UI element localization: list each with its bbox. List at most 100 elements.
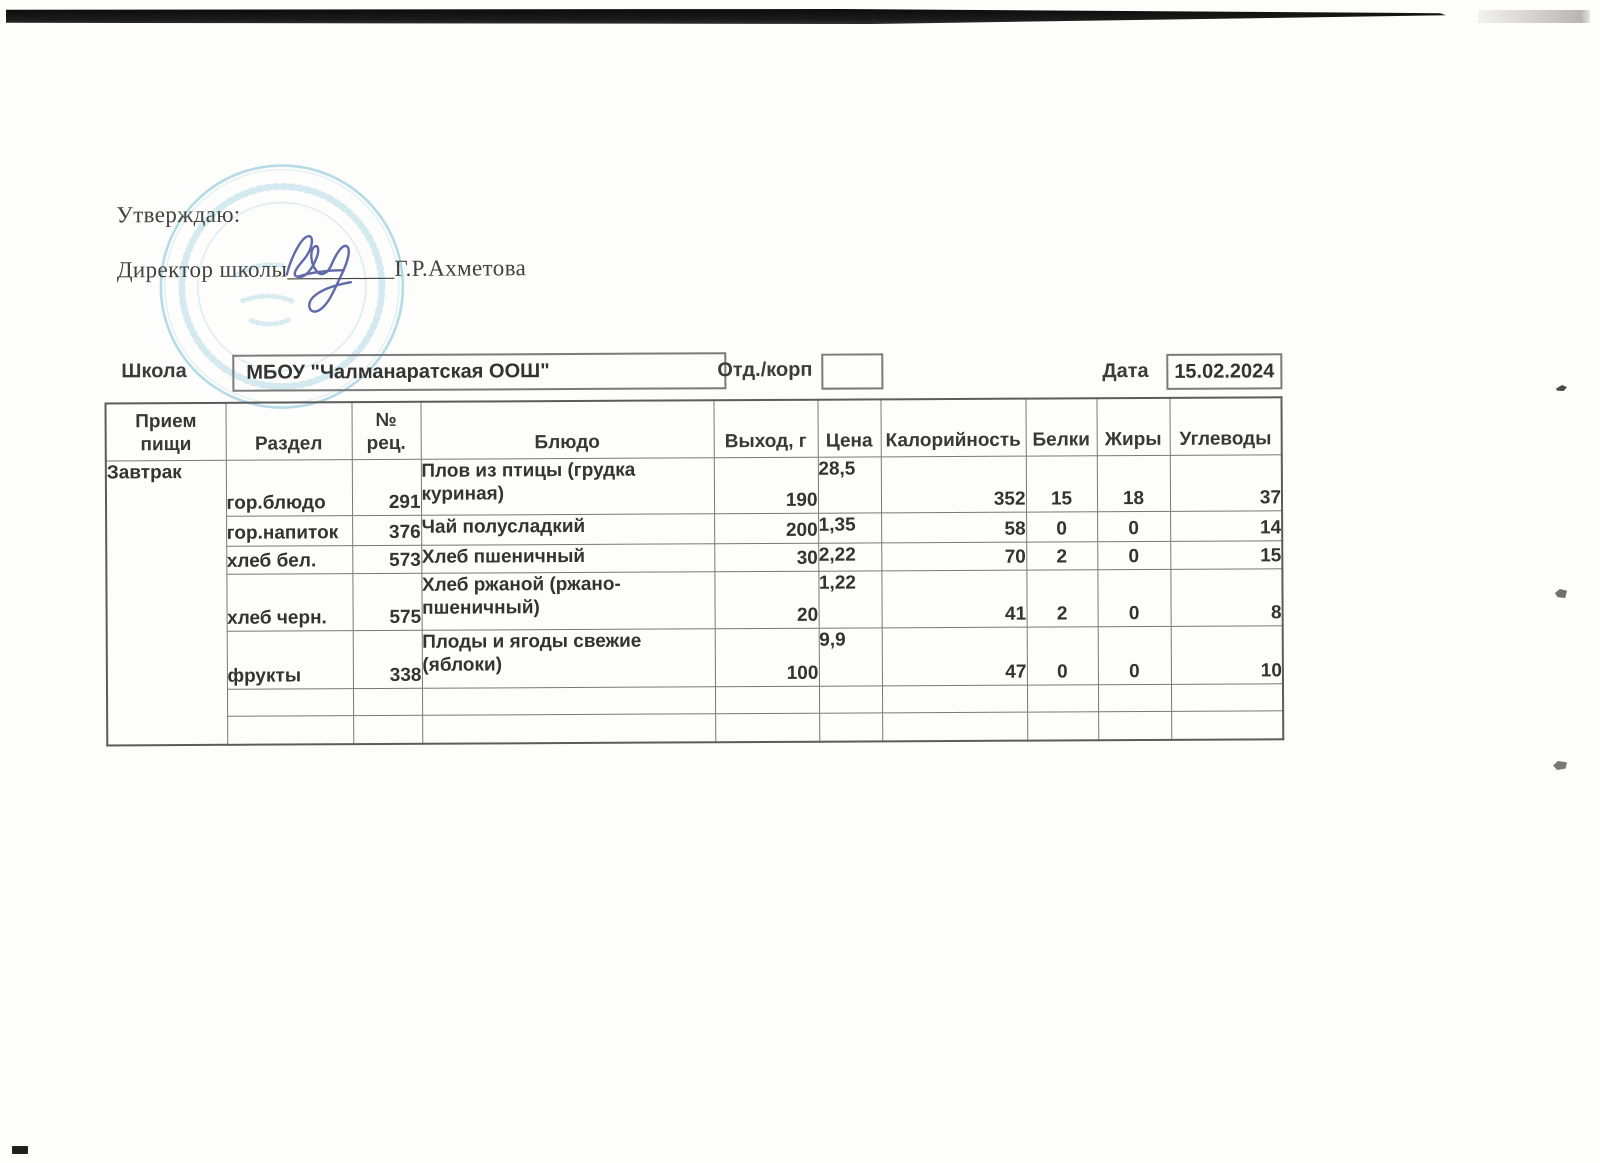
kcal-cell: 47 xyxy=(881,626,1027,686)
protein-cell: 2 xyxy=(1026,569,1098,627)
dish-cell xyxy=(422,713,716,744)
rec-cell: 291 xyxy=(351,458,422,516)
razdel-cell xyxy=(226,688,354,716)
header-protein: Белки xyxy=(1025,398,1097,456)
scan-speck xyxy=(1553,761,1567,770)
out-cell xyxy=(714,685,820,714)
dish-cell: Хлеб ржаной (ржано-пшеничный) xyxy=(421,571,715,630)
carbs-cell: 37 xyxy=(1169,454,1283,511)
out-cell: 30 xyxy=(714,542,819,572)
protein-cell: 0 xyxy=(1026,626,1098,685)
header-fat: Жиры xyxy=(1096,397,1170,456)
rec-cell: 338 xyxy=(352,629,422,689)
date-label: Дата xyxy=(1102,359,1149,383)
rec-cell: 573 xyxy=(352,544,422,574)
rec-cell xyxy=(352,687,423,716)
carbs-cell: 14 xyxy=(1170,510,1283,541)
header-meal: Прием пищи xyxy=(105,402,226,461)
kcal-cell: 352 xyxy=(880,455,1027,513)
dept-label: Отд./корп xyxy=(717,358,813,382)
protein-cell: 15 xyxy=(1025,455,1098,512)
header-price: Цена xyxy=(817,399,881,457)
scan-speck xyxy=(1556,385,1567,391)
fat-cell: 0 xyxy=(1097,625,1171,685)
dept-value-box xyxy=(821,353,884,390)
header-out: Выход, г xyxy=(713,399,818,458)
approve-heading: Утверждаю: xyxy=(116,201,241,228)
protein-cell xyxy=(1026,684,1099,712)
fat-cell: 0 xyxy=(1097,510,1171,542)
header-rec: № рец. xyxy=(351,401,421,460)
carbs-cell xyxy=(1170,683,1284,711)
kcal-cell: 70 xyxy=(881,541,1027,571)
rec-cell: 575 xyxy=(352,572,422,631)
table-row xyxy=(107,710,1284,745)
protein-cell: 2 xyxy=(1026,541,1098,570)
director-line: Директор школы_________Г.Р.Ахметова xyxy=(117,255,527,283)
dish-cell: Чай полусладкий xyxy=(421,513,715,545)
out-cell: 20 xyxy=(714,570,819,629)
date-value-box: 15.02.2024 xyxy=(1166,353,1283,390)
rec-cell: 376 xyxy=(352,514,422,546)
table-header-row: Прием пищи Раздел № рец. Блюдо Выход, г … xyxy=(105,397,1282,461)
meal-cell: Завтрак xyxy=(105,459,228,746)
razdel-cell xyxy=(227,715,354,745)
price-cell: 1,22 xyxy=(818,570,882,628)
razdel-cell: хлеб черн. xyxy=(226,573,353,631)
dish-cell: Плов из птицы (грудка куриная) xyxy=(420,457,715,515)
director-prefix: Директор школы xyxy=(116,256,288,283)
fat-cell: 18 xyxy=(1096,454,1171,512)
date-value: 15.02.2024 xyxy=(1174,359,1275,383)
director-name: Г.Р.Ахметова xyxy=(394,255,527,281)
price-cell: 28,5 xyxy=(817,456,882,513)
carbs-cell xyxy=(1171,710,1284,740)
out-cell: 100 xyxy=(714,627,819,687)
price-cell: 9,9 xyxy=(818,627,882,686)
menu-table: Прием пищи Раздел № рец. Блюдо Выход, г … xyxy=(104,396,1285,747)
carbs-cell: 15 xyxy=(1170,540,1283,569)
dish-cell: Хлеб пшеничный xyxy=(421,543,715,573)
price-cell xyxy=(819,712,883,742)
table-row: хлеб черн. 575 Хлеб ржаной (ржано-пшеничны… xyxy=(106,568,1283,631)
scan-speck xyxy=(1555,589,1567,598)
scanner-corner-mark xyxy=(12,1146,28,1154)
dish-cell: Плоды и ягоды свежие (яблоки) xyxy=(421,628,715,688)
table-row: Завтрак гор.блюдо 291 Плов из птицы (грудка… xyxy=(105,454,1283,746)
header-carbs: Углеводы xyxy=(1169,397,1282,455)
razdel-cell: хлеб бел. xyxy=(226,545,353,574)
out-cell: 200 xyxy=(714,512,819,544)
razdel-cell: гор.напиток xyxy=(226,515,353,546)
header-razdel: Раздел xyxy=(225,402,352,460)
scanner-edge-streak xyxy=(1478,10,1590,23)
kcal-cell: 58 xyxy=(881,511,1027,543)
header-dish: Блюдо xyxy=(420,400,714,459)
school-value-box: МБОУ "Чалманаратская ООШ" xyxy=(232,352,727,392)
carbs-cell: 8 xyxy=(1170,568,1283,626)
razdel-cell: гор.блюдо xyxy=(225,459,353,516)
signature-line: _________ xyxy=(287,255,395,282)
scanner-edge-band xyxy=(6,9,1446,24)
school-value: МБОУ "Чалманаратская ООШ" xyxy=(246,360,550,384)
kcal-cell xyxy=(882,711,1028,742)
razdel-cell: фрукты xyxy=(226,630,353,689)
menu-table-body: Завтрак гор.блюдо 291 Плов из птицы (грудка… xyxy=(105,454,1284,746)
kcal-cell: 41 xyxy=(881,569,1027,628)
price-cell: 2,22 xyxy=(818,542,882,571)
protein-cell xyxy=(1027,711,1099,741)
fat-cell: 0 xyxy=(1097,568,1171,627)
fat-cell: 0 xyxy=(1097,540,1171,570)
rec-cell xyxy=(353,714,423,745)
price-cell: 1,35 xyxy=(818,512,882,543)
out-cell xyxy=(715,712,820,743)
kcal-cell xyxy=(881,684,1028,713)
table-row: фрукты 338 Плоды и ягоды свежие (яблоки) 10… xyxy=(107,625,1283,689)
fat-cell xyxy=(1097,683,1172,712)
out-cell: 190 xyxy=(713,456,819,514)
carbs-cell: 10 xyxy=(1170,625,1283,684)
dish-cell xyxy=(421,686,716,715)
fat-cell xyxy=(1098,710,1172,741)
school-label: Школа xyxy=(121,360,187,383)
header-kcal: Калорийность xyxy=(880,398,1026,457)
